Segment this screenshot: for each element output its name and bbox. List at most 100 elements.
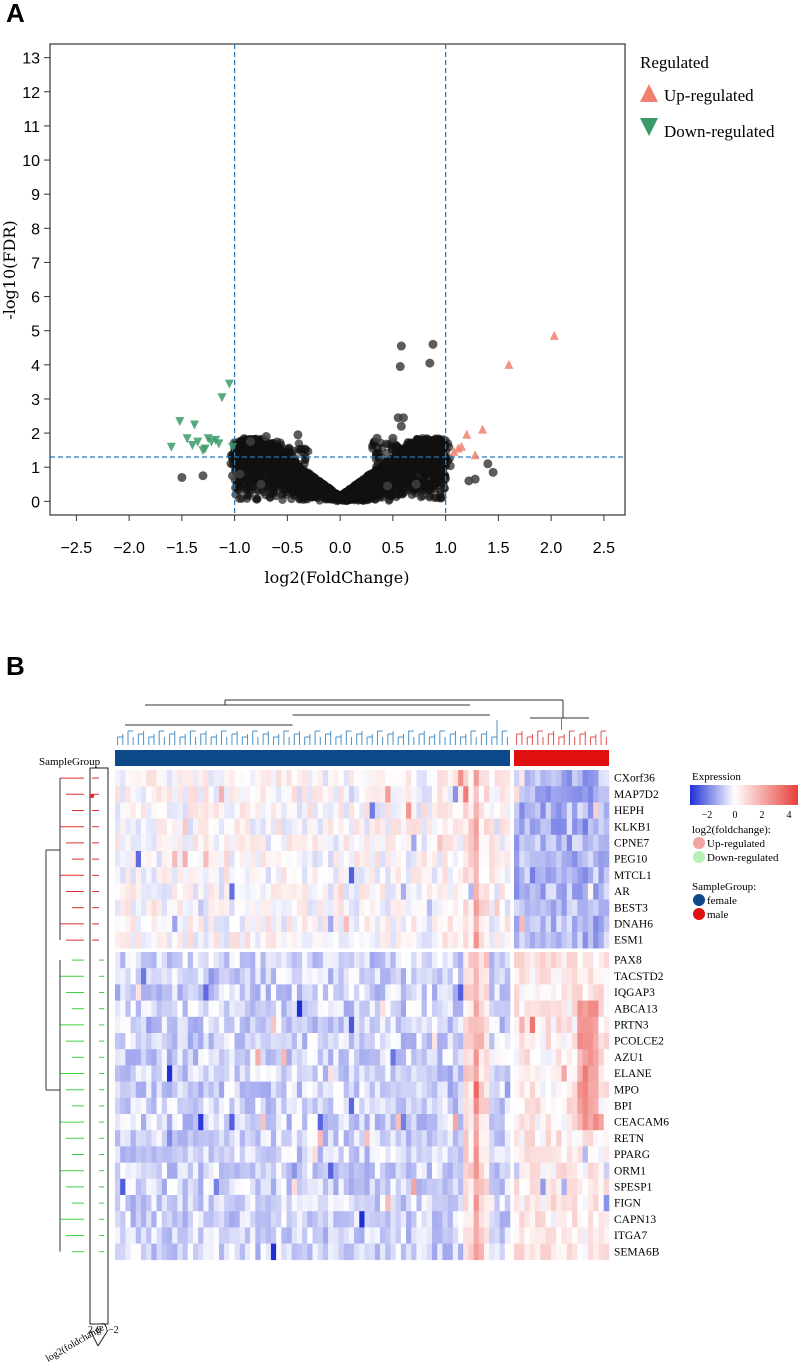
heatmap-cell	[416, 818, 422, 836]
heatmap-cell	[406, 899, 412, 917]
heatmap-cell	[587, 867, 594, 884]
cloud-point	[305, 481, 315, 490]
heatmap-cell	[312, 984, 318, 1001]
heatmap-cell	[380, 1097, 386, 1115]
heatmap-cell	[187, 1114, 194, 1131]
down-regulated-point	[182, 434, 192, 444]
heatmap-cell	[540, 818, 546, 836]
heatmap-cell	[270, 1065, 277, 1082]
heatmap-cell	[359, 818, 365, 836]
heatmap-cell	[545, 1097, 552, 1115]
cloud-point	[248, 482, 258, 492]
heatmap-cell	[416, 786, 422, 803]
heatmap-cell	[369, 770, 376, 787]
cloud-point	[268, 439, 277, 448]
heatmap-cell	[130, 883, 137, 900]
heatmap-cell	[432, 867, 438, 884]
heatmap-cell	[156, 984, 163, 1001]
heatmap-cell	[540, 1097, 546, 1115]
heatmap-cell	[296, 834, 303, 852]
heatmap-cell	[187, 932, 194, 949]
heatmap-cell	[478, 915, 485, 933]
heatmap-cell	[395, 1097, 402, 1115]
heatmap-cell	[156, 867, 163, 884]
heatmap-cell	[192, 834, 199, 852]
heatmap-cell	[213, 899, 220, 917]
heatmap-cell	[265, 1033, 272, 1050]
heatmap-cell	[234, 1114, 241, 1131]
heatmap-cell	[130, 1033, 137, 1050]
heatmap-cell	[432, 786, 438, 803]
heatmap-cell	[151, 1114, 157, 1131]
heatmap-cell	[582, 1081, 589, 1099]
heatmap-cell	[203, 802, 209, 819]
heatmap-cell	[218, 915, 225, 933]
heatmap-cell	[598, 786, 605, 803]
heatmap-cell	[229, 952, 235, 969]
heatmap-cell	[140, 1065, 147, 1082]
up-regulated-point	[449, 446, 459, 456]
heatmap-cell	[529, 883, 536, 900]
heatmap-cell	[156, 1097, 163, 1115]
cloud-point	[371, 454, 381, 464]
heatmap-cell	[328, 834, 334, 852]
cloud-point	[338, 494, 348, 504]
heatmap-cell	[494, 1065, 500, 1082]
heatmap-cell	[524, 1097, 531, 1115]
heatmap-cell	[203, 770, 209, 787]
heatmap-cell	[208, 818, 215, 836]
heatmap-cell	[489, 1049, 495, 1066]
heatmap-cell	[224, 915, 230, 933]
heatmap-cell	[270, 786, 277, 803]
heatmap-cell	[198, 1097, 204, 1115]
heatmap-cell	[182, 952, 189, 969]
heatmap-cell	[291, 786, 298, 803]
heatmap-cell	[364, 899, 370, 917]
heatmap-cell	[561, 1065, 568, 1082]
heatmap-cell	[593, 851, 599, 868]
heatmap-cell	[603, 1081, 610, 1099]
heatmap-cell	[364, 915, 370, 933]
heatmap-cell	[499, 786, 506, 803]
heatmap-cell	[125, 1097, 131, 1115]
heatmap-cell	[140, 770, 147, 787]
heatmap-cell	[587, 899, 594, 917]
heatmap-cell	[504, 1049, 511, 1066]
heatmap-cell	[276, 818, 282, 836]
heatmap-cell	[380, 883, 386, 900]
heatmap-cell	[463, 1049, 469, 1066]
heatmap-cell	[499, 1097, 506, 1115]
heatmap-cell	[270, 952, 277, 969]
heatmap-cell	[561, 770, 568, 787]
heatmap-cell	[354, 1000, 360, 1018]
heatmap-cell	[307, 932, 313, 949]
heatmap-cell	[550, 932, 557, 949]
heatmap-cell	[411, 1016, 417, 1034]
heatmap-cell	[140, 1049, 147, 1066]
heatmap-cell	[494, 1016, 500, 1034]
heatmap-cell	[369, 968, 376, 985]
heatmap-cell	[255, 1016, 261, 1034]
heatmap-cell	[437, 899, 443, 917]
heatmap-cell	[416, 770, 422, 787]
heatmap-cell	[239, 770, 246, 787]
heatmap-cell	[317, 883, 324, 900]
heatmap-cell	[484, 984, 490, 1001]
heatmap-cell	[239, 851, 246, 868]
heatmap-cell	[550, 883, 557, 900]
heatmap-cell	[369, 851, 376, 868]
heatmap-cell	[447, 1033, 454, 1050]
heatmap-cell	[156, 968, 163, 985]
nonsignificant-point	[388, 433, 398, 443]
heatmap-cell	[550, 1016, 557, 1034]
heatmap-cell	[244, 883, 251, 900]
heatmap-cell	[540, 867, 546, 884]
heatmap-cell	[416, 984, 422, 1001]
heatmap-cell	[535, 1016, 541, 1034]
heatmap-cell	[561, 1000, 568, 1018]
heatmap-cell	[442, 1081, 448, 1099]
heatmap-cell	[432, 952, 438, 969]
y-tick-label: 0	[31, 494, 40, 511]
heatmap-cell	[587, 952, 594, 969]
heatmap-cell	[364, 932, 370, 949]
